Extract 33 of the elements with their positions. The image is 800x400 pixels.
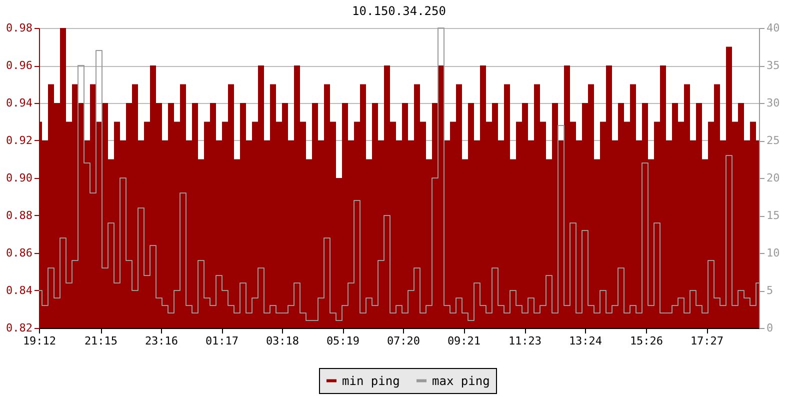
y2-tick-label: 30 — [766, 96, 780, 110]
y-tick-label: 0.98 — [6, 22, 32, 34]
y2-tick-label: 15 — [766, 209, 780, 222]
y-tick-label: 0.88 — [6, 209, 32, 222]
y-tick-label: 0.96 — [6, 59, 32, 72]
y-tick-label: 0.92 — [6, 134, 32, 147]
legend-label: max ping — [432, 374, 490, 388]
y2-tick-label: 40 — [766, 22, 780, 34]
y2-tick-label: 10 — [766, 246, 780, 260]
x-tick-label: 15:26 — [630, 334, 664, 348]
x-tick-label: 05:19 — [326, 334, 360, 348]
y2-tick-label: 5 — [766, 284, 774, 297]
y-tick-label: 0.86 — [6, 246, 32, 260]
y-tick-label: 0.94 — [6, 96, 33, 110]
x-tick-label: 03:18 — [266, 334, 300, 348]
x-tick-label: 11:23 — [508, 334, 542, 348]
legend-label: min ping — [342, 374, 400, 388]
x-tick-label: 13:24 — [568, 334, 602, 348]
x-tick-label: 23:16 — [144, 334, 178, 348]
y2-tick-label: 0 — [766, 322, 774, 334]
y2-tick-label: 35 — [766, 59, 780, 72]
y-tick-label: 0.82 — [6, 322, 32, 334]
x-tick-label: 17:27 — [690, 334, 724, 348]
x-tick-label: 21:15 — [84, 334, 118, 348]
x-tick-label: 19:12 — [22, 334, 56, 348]
chart-title: 10.150.34.250 — [352, 4, 446, 18]
x-tick-label: 01:17 — [205, 334, 239, 348]
y2-tick-label: 20 — [766, 172, 780, 184]
y2-tick-label: 25 — [766, 134, 780, 147]
y-tick-label: 0.90 — [6, 172, 32, 184]
x-tick-label: 07:20 — [386, 334, 420, 348]
x-tick-label: 09:21 — [447, 334, 481, 348]
y-tick-label: 0.84 — [6, 284, 33, 297]
